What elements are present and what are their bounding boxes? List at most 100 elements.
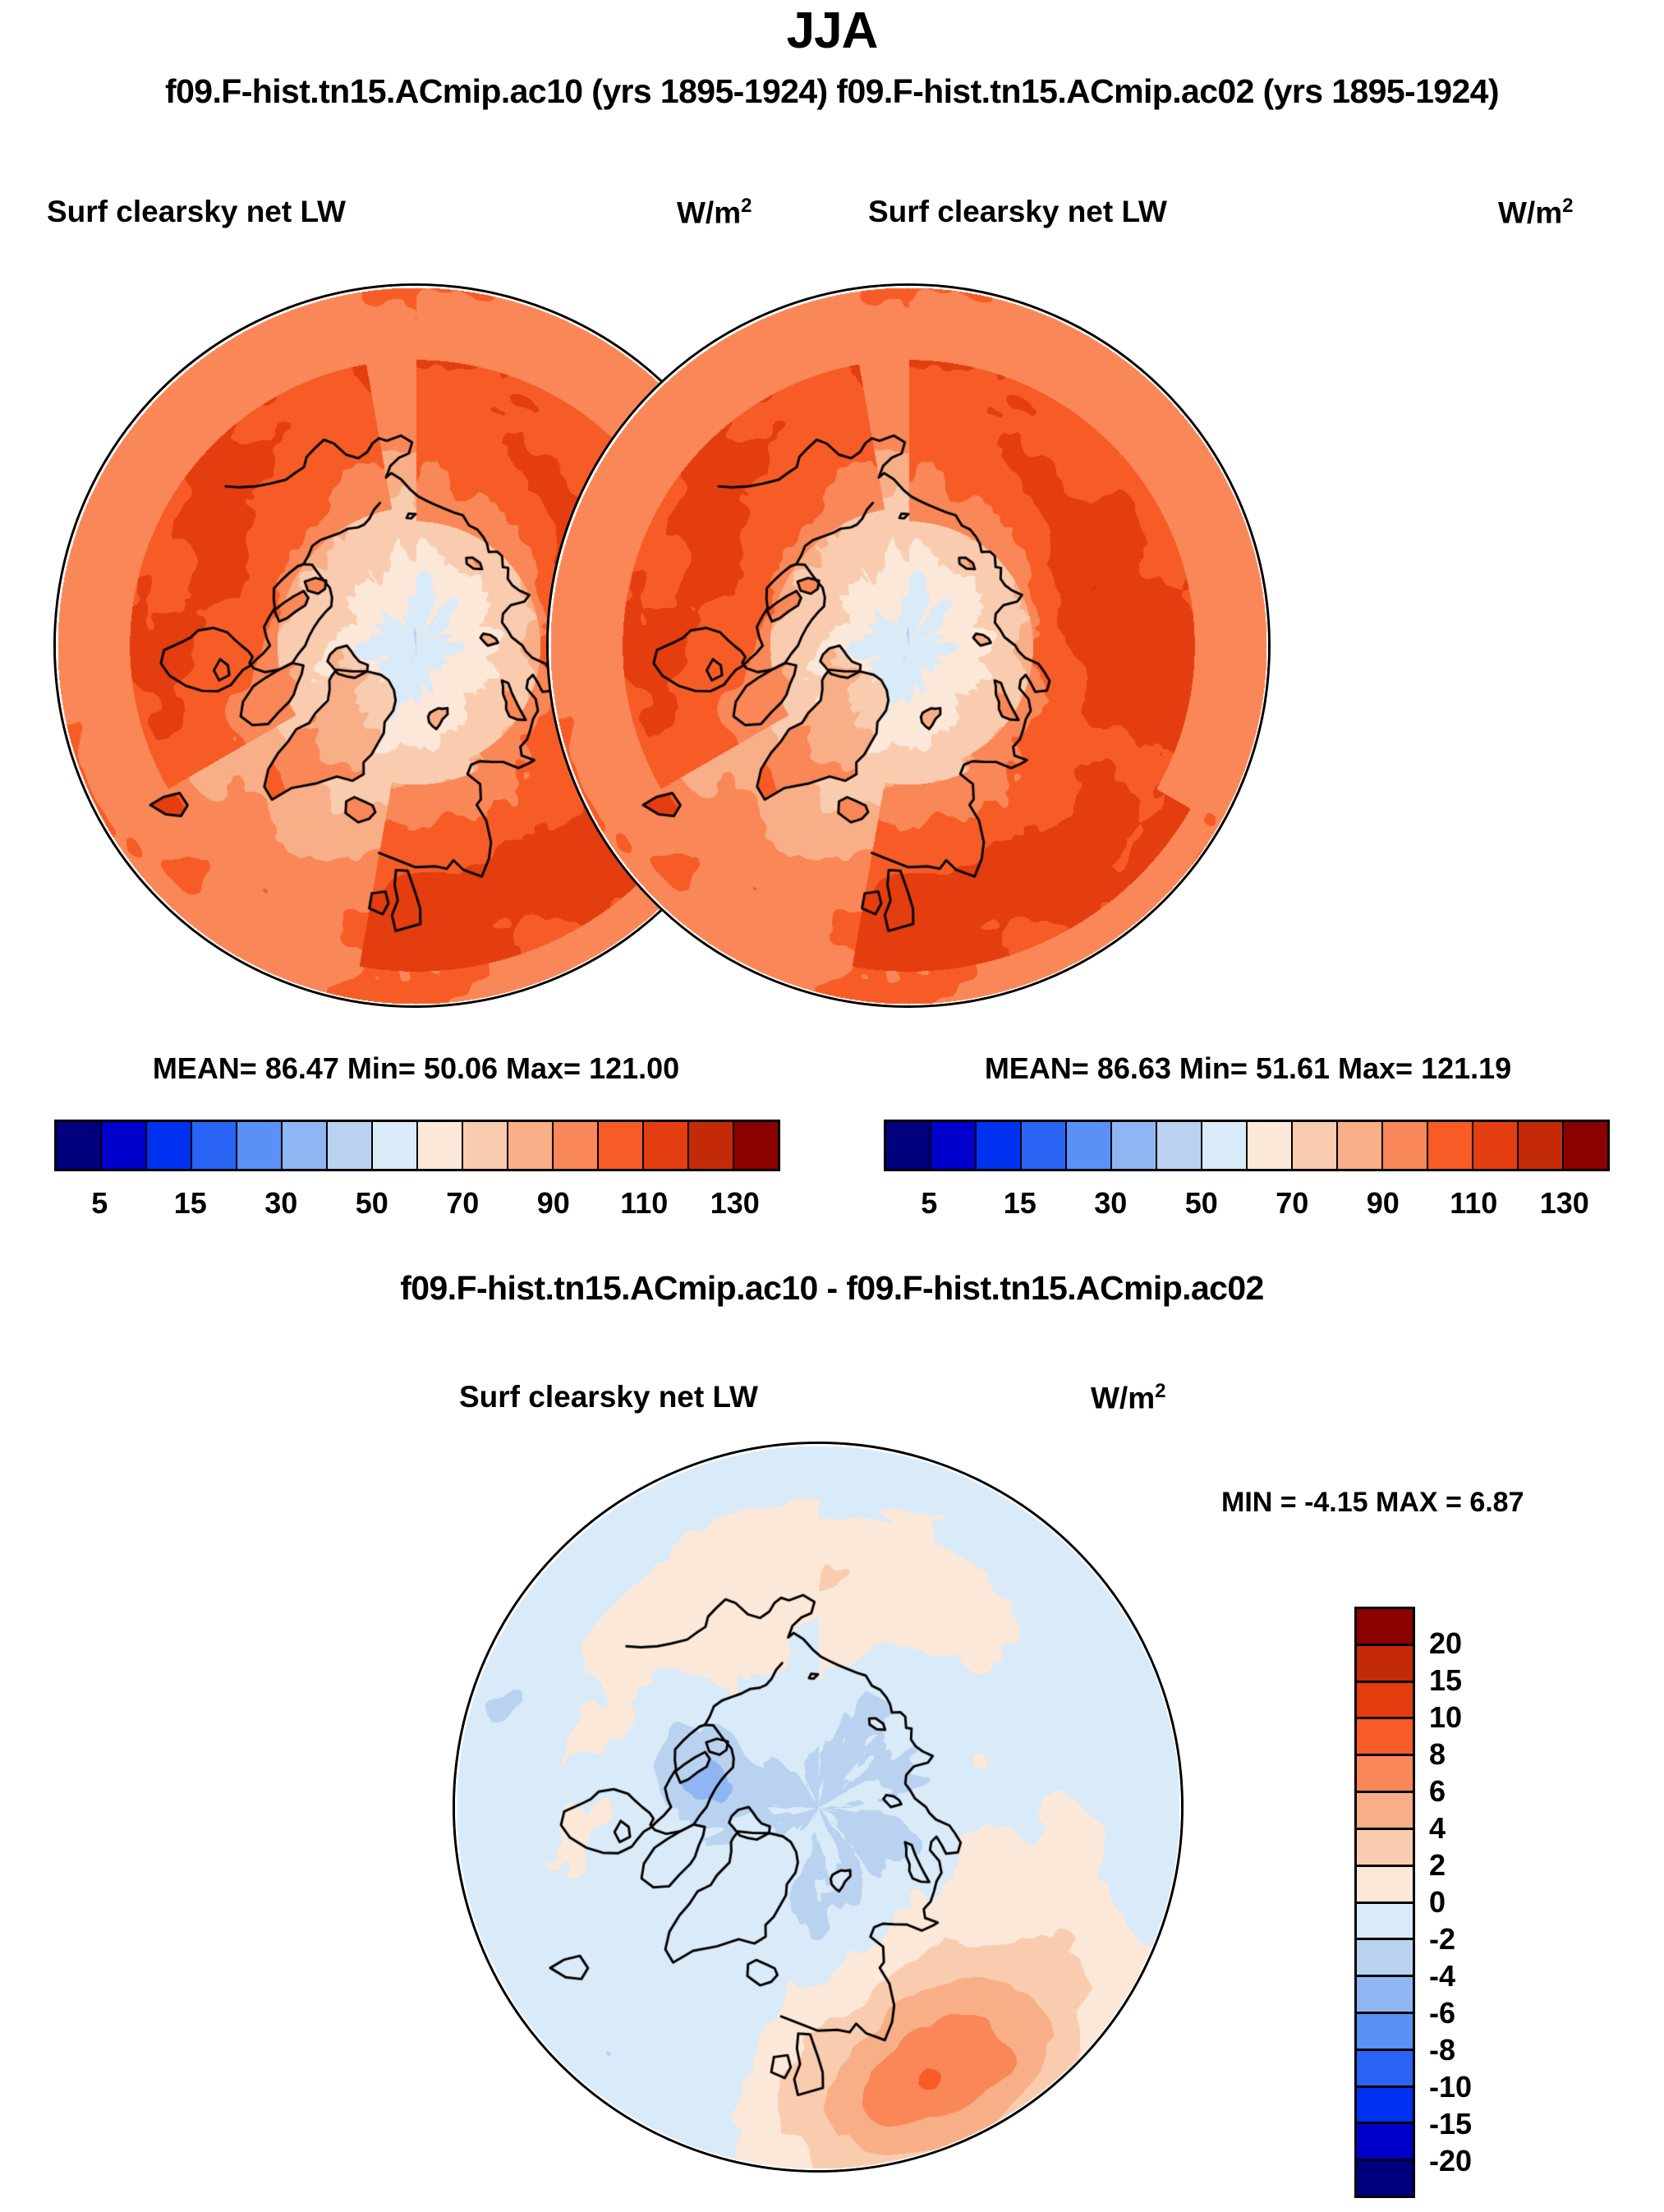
colorbar-cell — [1157, 1122, 1202, 1169]
colorbar-tick-label: 130 — [1539, 1186, 1589, 1220]
colorbar-cell — [1357, 1977, 1413, 2014]
case-header: f09.F-hist.tn15.ACmip.ac10 (yrs 1895-192… — [165, 72, 1500, 110]
colorbar-tick-label: 6 — [1429, 1774, 1446, 1808]
colorbar-cell — [1293, 1122, 1338, 1169]
colorbar-tick-label: -8 — [1429, 2033, 1456, 2067]
colorbar-cell — [1383, 1122, 1428, 1169]
colorbar-cell — [1357, 1645, 1413, 1683]
colorbar-cell — [57, 1122, 102, 1169]
colorbar-tick-label: 70 — [446, 1186, 480, 1220]
colorbar-left[interactable] — [54, 1120, 780, 1171]
colorbar-cell — [1357, 2087, 1413, 2125]
panel-diff-units-exponent: 2 — [1155, 1380, 1166, 1402]
panel-right-variable-label: Surf clearsky net LW — [868, 195, 1167, 228]
colorbar-tick-label: -15 — [1429, 2107, 1473, 2141]
colorbar-cell — [1357, 1903, 1413, 1941]
colorbar-tick-label: -10 — [1429, 2070, 1473, 2104]
colorbar-tick-label: 110 — [1450, 1186, 1498, 1220]
panel-diff-units: W/m2 — [1091, 1380, 1165, 1415]
colorbar-right-labels: 5 15 30 50 70 90 110 130 — [884, 1186, 1610, 1224]
colorbar-right[interactable] — [884, 1120, 1610, 1171]
colorbar-cell — [1338, 1122, 1383, 1169]
colorbar-tick-label: 30 — [1094, 1186, 1128, 1220]
colorbar-cell — [1112, 1122, 1157, 1169]
colorbar-cell — [192, 1122, 237, 1169]
colorbar-cell — [1473, 1122, 1519, 1169]
colorbar-cell — [1428, 1122, 1473, 1169]
colorbar-cell — [508, 1122, 554, 1169]
colorbar-tick-label: 70 — [1276, 1186, 1309, 1220]
panel-right-stats: MEAN= 86.63 Min= 51.61 Max= 121.19 — [984, 1051, 1512, 1085]
colorbar-tick-label: 8 — [1429, 1737, 1446, 1771]
colorbar-cell — [1357, 1866, 1413, 1904]
panel-left-stats: MEAN= 86.47 Min= 50.06 Max= 121.00 — [152, 1051, 680, 1085]
colorbar-tick-label: -20 — [1429, 2144, 1473, 2178]
panel-right-units-text: W/m — [1498, 195, 1563, 230]
colorbar-cell — [147, 1122, 192, 1169]
colorbar-cell — [599, 1122, 644, 1169]
panel-left-units-exponent: 2 — [741, 195, 752, 217]
colorbar-cell — [1022, 1122, 1067, 1169]
panel-right-units-exponent: 2 — [1562, 195, 1574, 217]
colorbar-cell — [644, 1122, 689, 1169]
map-globe-right[interactable] — [546, 283, 1271, 1008]
colorbar-tick-label: 130 — [710, 1186, 760, 1220]
colorbar-cell — [1357, 1756, 1413, 1794]
panel-diff-units-text: W/m — [1091, 1381, 1156, 1415]
colorbar-cell — [1357, 2013, 1413, 2051]
colorbar-cell — [237, 1122, 283, 1169]
colorbar-tick-label: 15 — [1429, 1663, 1463, 1697]
colorbar-cell — [463, 1122, 508, 1169]
colorbar-cell — [1067, 1122, 1112, 1169]
colorbar-cell — [1357, 1682, 1413, 1720]
colorbar-cell — [1519, 1122, 1564, 1169]
colorbar-tick-label: -2 — [1429, 1922, 1456, 1956]
map-globe-diff[interactable] — [453, 1442, 1184, 2173]
colorbar-cell — [1357, 1609, 1413, 1646]
colorbar-tick-label: 30 — [264, 1186, 298, 1220]
colorbar-cell — [689, 1122, 734, 1169]
colorbar-cell — [734, 1122, 778, 1169]
colorbar-tick-label: 4 — [1429, 1811, 1446, 1845]
colorbar-tick-label: 50 — [1184, 1186, 1218, 1220]
colorbar-tick-label: 10 — [1429, 1700, 1463, 1734]
colorbar-cell — [1357, 2161, 1413, 2196]
colorbar-tick-label: 0 — [1429, 1885, 1446, 1919]
colorbar-cell — [1357, 2124, 1413, 2162]
colorbar-cell — [283, 1122, 328, 1169]
colorbar-cell — [931, 1122, 977, 1169]
colorbar-tick-label: 50 — [355, 1186, 388, 1220]
colorbar-left-labels: 5 15 30 50 70 90 110 130 — [54, 1186, 780, 1224]
colorbar-cell — [1564, 1122, 1607, 1169]
colorbar-diff[interactable] — [1354, 1607, 1415, 2198]
colorbar-tick-label: 15 — [173, 1186, 207, 1220]
colorbar-tick-label: 20 — [1429, 1626, 1463, 1660]
colorbar-cell — [102, 1122, 147, 1169]
colorbar-tick-label: -4 — [1429, 1959, 1456, 1993]
colorbar-cell — [1357, 1829, 1413, 1867]
season-title: JJA — [786, 2, 879, 59]
colorbar-tick-label: 5 — [921, 1186, 938, 1220]
map-raster — [549, 286, 1268, 1005]
colorbar-tick-label: -6 — [1429, 1996, 1456, 2030]
panel-left-units-text: W/m — [677, 195, 742, 230]
colorbar-tick-label: 2 — [1429, 1848, 1446, 1882]
colorbar-cell — [1248, 1122, 1293, 1169]
colorbar-tick-label: 5 — [91, 1186, 108, 1220]
diff-header: f09.F-hist.tn15.ACmip.ac10 - f09.F-hist.… — [400, 1269, 1264, 1307]
map-raster — [455, 1444, 1181, 2170]
colorbar-cell — [1357, 1793, 1413, 1830]
panel-diff-minmax: MIN = -4.15 MAX = 6.87 — [1221, 1487, 1524, 1518]
panel-left-units: W/m2 — [677, 195, 752, 230]
panel-right-units: W/m2 — [1498, 195, 1573, 230]
panel-left-variable-label: Surf clearsky net LW — [47, 195, 346, 228]
colorbar-cell — [886, 1122, 931, 1169]
colorbar-cell — [1357, 1719, 1413, 1757]
colorbar-diff-labels: 20 15 10 8 6 4 2 0 -2 -4 -6 -8 -10 -15 -20 — [1429, 1607, 1577, 2198]
colorbar-cell — [373, 1122, 418, 1169]
colorbar-cell — [1357, 1940, 1413, 1978]
colorbar-cell — [1202, 1122, 1248, 1169]
panel-diff-variable-label: Surf clearsky net LW — [459, 1380, 758, 1414]
colorbar-cell — [554, 1122, 599, 1169]
colorbar-tick-label: 90 — [1366, 1186, 1400, 1220]
